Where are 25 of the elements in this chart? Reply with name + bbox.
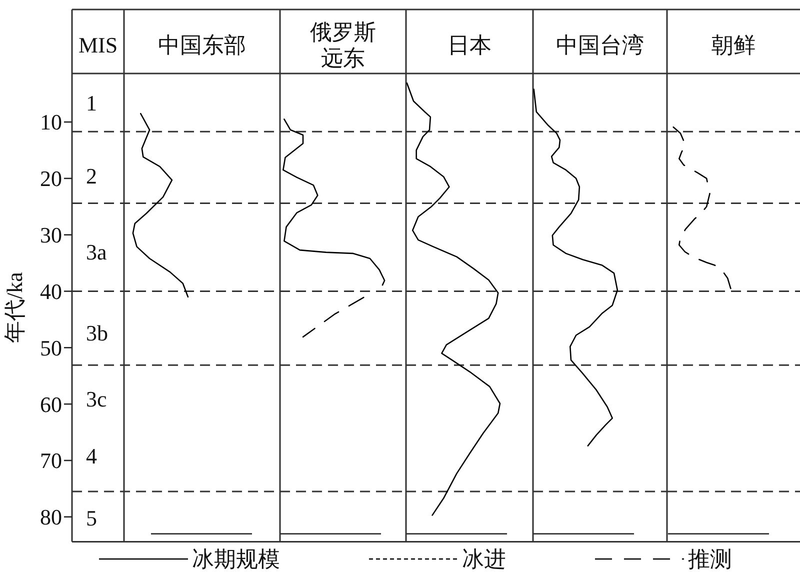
y-tick-label: 10 bbox=[40, 110, 62, 135]
chart-title: 俄罗斯远东 bbox=[310, 20, 376, 71]
legend-label: 冰进 bbox=[462, 546, 506, 572]
chart-title: 日本 bbox=[448, 32, 492, 58]
text: 3c bbox=[86, 386, 107, 412]
chart-title: 中国台湾 bbox=[556, 32, 644, 58]
y-axis-title: 年代/ka bbox=[2, 272, 27, 344]
y-tick-label: 30 bbox=[40, 222, 62, 248]
text: 2 bbox=[86, 164, 97, 189]
text: MIS bbox=[78, 32, 118, 58]
y-tick-label: 20 bbox=[40, 166, 62, 192]
text: 3a bbox=[86, 240, 107, 265]
y-tick-label: 40 bbox=[40, 278, 62, 304]
chart-title: 朝鲜 bbox=[712, 32, 756, 58]
text: 4 bbox=[86, 444, 97, 469]
legend-label: 冰期规模 bbox=[192, 546, 280, 572]
chart-title: 中国东部 bbox=[158, 32, 246, 58]
y-tick-label: 60 bbox=[40, 392, 62, 417]
text: 3b bbox=[86, 320, 108, 346]
y-tick-label: 70 bbox=[40, 448, 62, 474]
text: 1 bbox=[86, 90, 97, 116]
y-tick-label: 80 bbox=[40, 504, 62, 530]
y-tick-label: 50 bbox=[40, 335, 62, 360]
legend-label: 推测 bbox=[688, 546, 732, 572]
text: 5 bbox=[86, 506, 97, 531]
